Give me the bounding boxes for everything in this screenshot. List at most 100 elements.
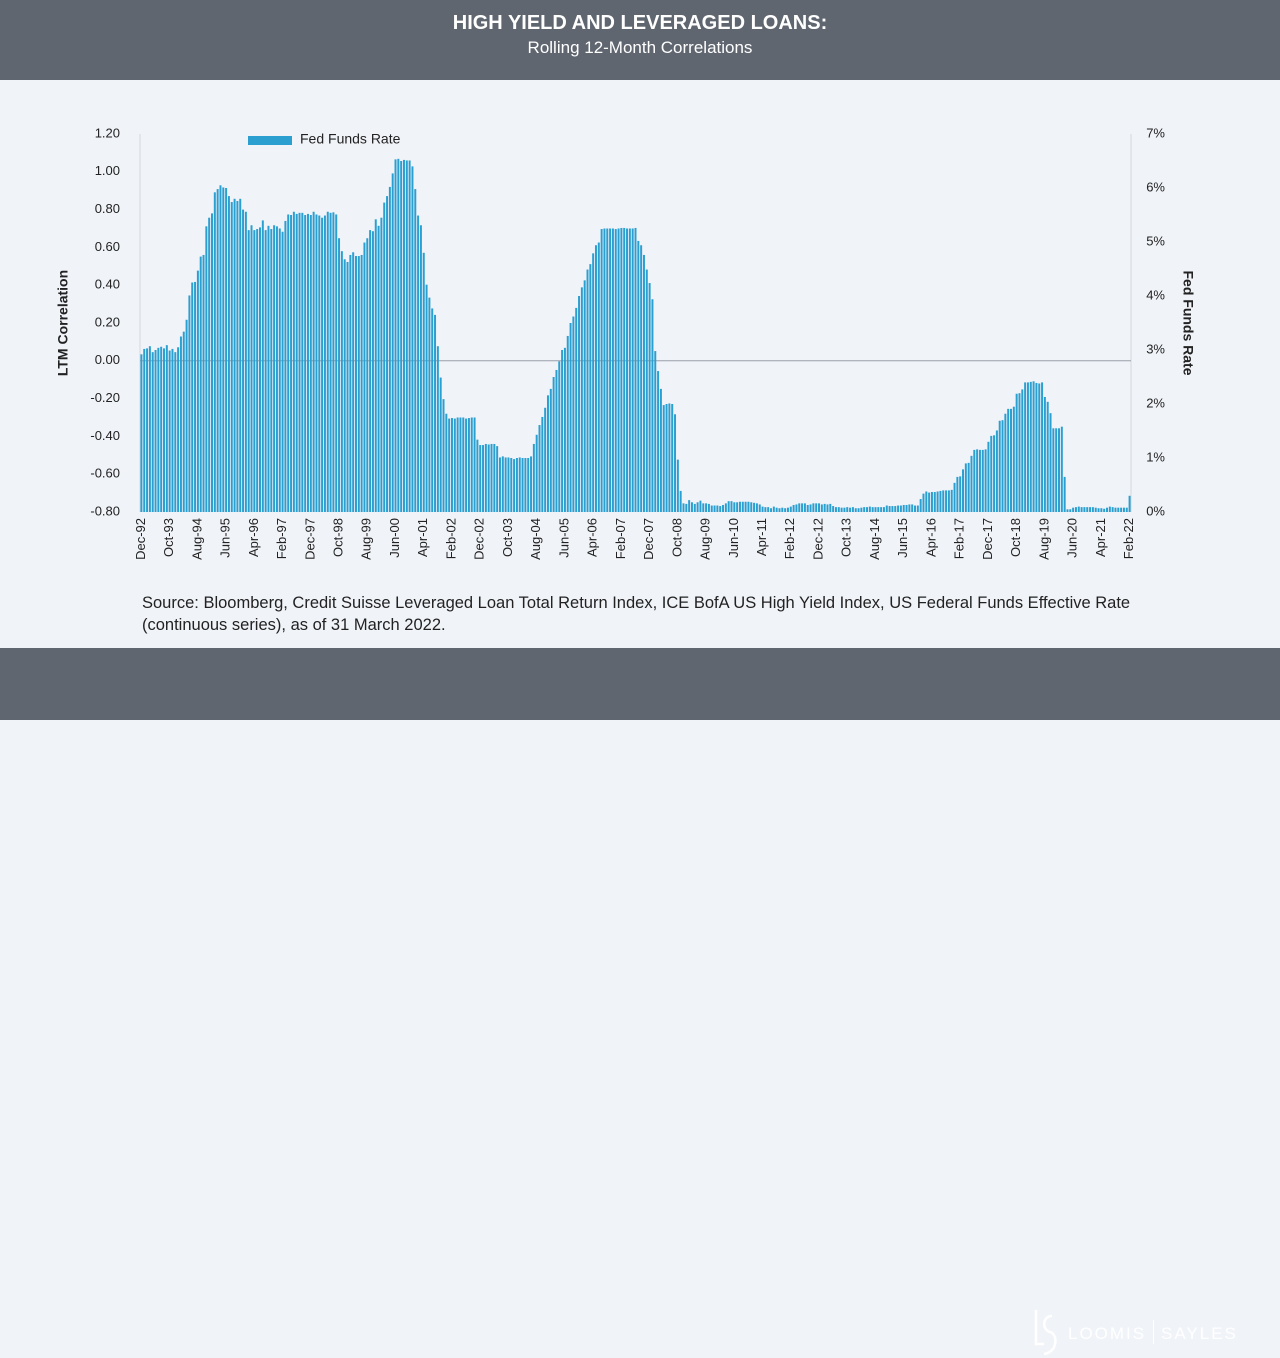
bar [450,418,453,512]
bar [755,503,758,512]
x-tick-label: Jun-10 [726,518,741,558]
x-tick-label: Aug-14 [867,518,882,560]
bar [222,187,225,512]
y-tick-label: 0.60 [95,239,120,254]
bar [628,228,631,512]
bar [425,284,428,512]
bar [778,508,781,512]
x-tick-label: Jun-15 [895,518,910,558]
bar [631,228,634,512]
bar [202,254,205,512]
bar [1125,507,1128,512]
bar [679,490,682,512]
bar [216,189,219,512]
bar [411,166,414,512]
bar [640,245,643,513]
x-tick-label: Dec-97 [302,518,317,560]
bar [614,229,617,513]
bar [781,507,784,512]
bar [465,418,468,512]
bar [236,200,239,512]
bar [346,261,349,512]
x-tick-label: Oct-03 [500,518,515,557]
bar [674,414,677,512]
x-tick-label: Dec-17 [980,518,995,560]
bar [448,418,451,512]
bar [360,254,363,512]
bar [863,507,866,512]
bar [174,352,177,512]
bar [524,458,527,512]
bar [597,242,600,513]
bar [705,503,708,512]
bar [205,226,208,512]
bar [208,217,211,512]
bar [1103,508,1106,512]
bar [484,443,487,512]
bar [284,220,287,512]
bar [959,476,962,512]
x-tick-label: Oct-98 [330,518,345,557]
bar [1046,401,1049,512]
bar [329,212,332,512]
bar [758,504,761,512]
bar [936,491,939,512]
bar [1060,426,1063,512]
bar [837,507,840,512]
bar [191,282,194,512]
bar [386,196,389,512]
bar [950,489,953,512]
bar [964,463,967,512]
bar [978,449,981,512]
bar [261,220,264,512]
source-note: Source: Bloomberg, Credit Suisse Leverag… [142,594,1131,634]
bar [801,503,804,512]
bar [750,502,753,512]
bar [309,215,312,512]
logo-divider [1153,1320,1154,1344]
bar [563,347,566,512]
bar [419,225,422,512]
bar [1024,382,1027,512]
header: HIGH YIELD AND LEVERAGED LOANS: Rolling … [0,0,1280,80]
bar [318,215,321,513]
bar [1086,507,1089,512]
bar [775,507,778,512]
bar [213,192,216,512]
bar [727,501,730,512]
bar [645,269,648,512]
bar [352,252,355,512]
bar [580,287,583,512]
bar [1026,382,1029,512]
bar [501,456,504,512]
bar [851,507,854,512]
bar [561,350,564,512]
bar [383,202,386,512]
bar [247,230,250,512]
x-tick-label: Jun-95 [218,518,233,558]
bar [843,507,846,512]
x-tick-label: Apr-11 [754,518,769,556]
bar [882,507,885,512]
x-tick-label: Aug-99 [359,518,374,560]
bar [744,501,747,512]
bar [662,405,665,512]
bar [730,501,733,512]
bar [555,369,558,512]
bar [916,505,919,512]
bar [925,491,928,512]
bar [1120,507,1123,512]
bar [899,505,902,512]
bar [510,458,513,512]
bar [476,439,479,512]
bar [338,238,341,512]
bar [1094,507,1097,512]
bar [719,506,722,512]
bar [933,492,936,512]
bar [431,308,434,512]
logo-mark [1034,1310,1057,1356]
bar [332,212,335,513]
y2-tick-label: 2% [1146,395,1165,410]
bar [227,196,230,512]
bar [1043,396,1046,512]
